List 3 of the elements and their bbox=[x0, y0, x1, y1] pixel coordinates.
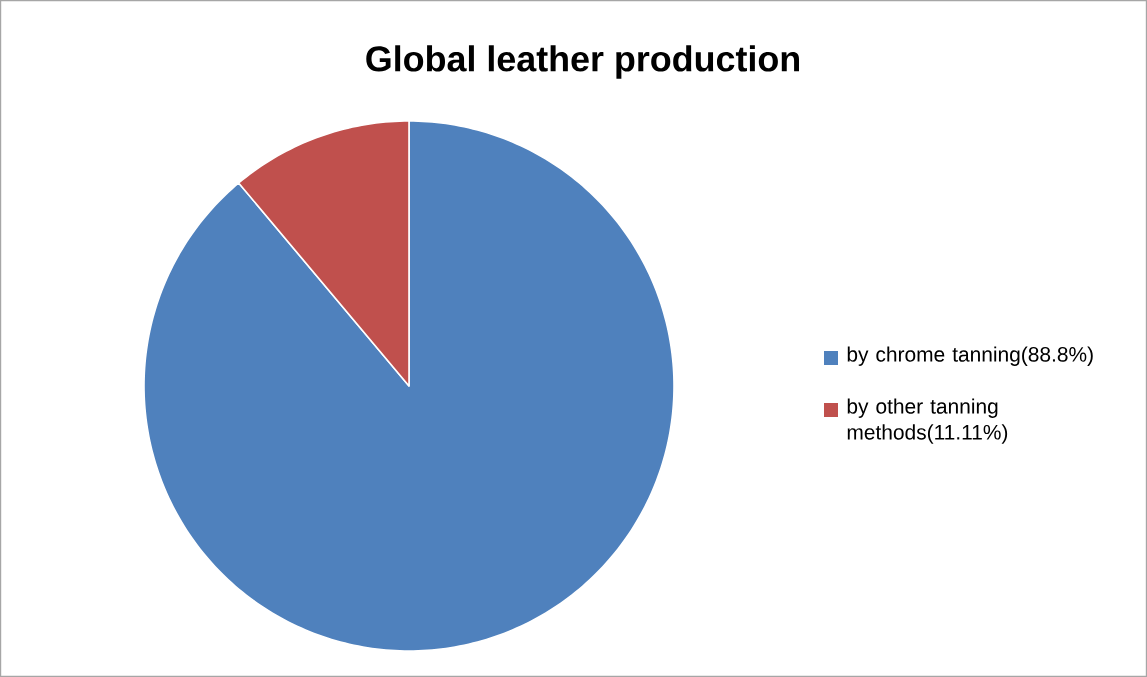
chart-title: Global leather production bbox=[366, 45, 799, 79]
legend-label: by chrome tanning(88.8%) bbox=[847, 346, 1093, 366]
legend-label: by other tanning methods(11.11%) bbox=[847, 398, 1008, 444]
